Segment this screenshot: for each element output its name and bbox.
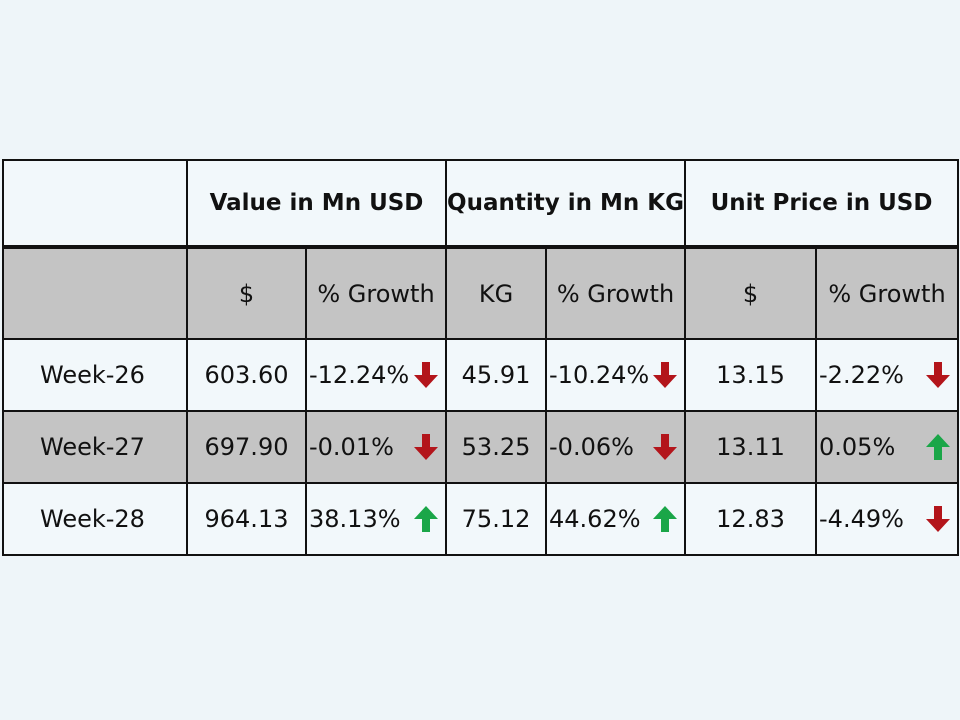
subheader-value-dollar: $ [187, 247, 306, 339]
week-label: Week-27 [3, 411, 187, 483]
unit-price-usd: 12.83 [685, 483, 816, 555]
value-usd: 603.60 [187, 339, 306, 411]
growth-value: -12.24% [309, 361, 409, 389]
table-row: Week-28 964.13 38.13% 75.12 44.62% 12.83 -4.49… [3, 483, 958, 555]
weekly-report-table: Value in Mn USD Quantity in Mn KG Unit P… [2, 159, 959, 556]
unit-price-growth-cell: -2.22% [816, 339, 958, 411]
subheader-blank [3, 247, 187, 339]
arrow-down-icon [652, 361, 678, 389]
quantity-growth-cell: 44.62% [546, 483, 685, 555]
arrow-down-icon [413, 433, 439, 461]
growth-value: -0.01% [309, 433, 394, 461]
growth-value: 0.05% [819, 433, 895, 461]
header-group-row: Value in Mn USD Quantity in Mn KG Unit P… [3, 160, 958, 247]
sub-header-row: $ % Growth KG % Growth $ % Growth [3, 247, 958, 339]
quantity-kg: 45.91 [446, 339, 546, 411]
value-usd: 964.13 [187, 483, 306, 555]
header-value-group: Value in Mn USD [187, 160, 446, 247]
unit-price-usd: 13.11 [685, 411, 816, 483]
arrow-down-icon [413, 361, 439, 389]
table-row: Week-26 603.60 -12.24% 45.91 -10.24% 13.15 -2.… [3, 339, 958, 411]
arrow-down-icon [925, 361, 951, 389]
subheader-qty-kg: KG [446, 247, 546, 339]
unit-price-growth-cell: 0.05% [816, 411, 958, 483]
arrow-up-icon [413, 505, 439, 533]
subheader-qty-growth: % Growth [546, 247, 685, 339]
quantity-kg: 75.12 [446, 483, 546, 555]
arrow-down-icon [925, 505, 951, 533]
header-quantity-group: Quantity in Mn KG [446, 160, 685, 247]
value-growth-cell: -0.01% [306, 411, 446, 483]
value-growth-cell: -12.24% [306, 339, 446, 411]
table-row: Week-27 697.90 -0.01% 53.25 -0.06% 13.11 0.05% [3, 411, 958, 483]
value-usd: 697.90 [187, 411, 306, 483]
quantity-growth-cell: -0.06% [546, 411, 685, 483]
header-corner [3, 160, 187, 247]
growth-value: -2.22% [819, 361, 904, 389]
arrow-up-icon [652, 505, 678, 533]
quantity-growth-cell: -10.24% [546, 339, 685, 411]
quantity-kg: 53.25 [446, 411, 546, 483]
subheader-value-growth: % Growth [306, 247, 446, 339]
growth-value: 44.62% [549, 505, 641, 533]
subheader-price-growth: % Growth [816, 247, 958, 339]
growth-value: -10.24% [549, 361, 649, 389]
growth-value: -0.06% [549, 433, 634, 461]
growth-value: -4.49% [819, 505, 904, 533]
subheader-price-dollar: $ [685, 247, 816, 339]
arrow-down-icon [652, 433, 678, 461]
week-label: Week-28 [3, 483, 187, 555]
unit-price-usd: 13.15 [685, 339, 816, 411]
arrow-up-icon [925, 433, 951, 461]
growth-value: 38.13% [309, 505, 401, 533]
header-unit-price-group: Unit Price in USD [685, 160, 958, 247]
value-growth-cell: 38.13% [306, 483, 446, 555]
week-label: Week-26 [3, 339, 187, 411]
unit-price-growth-cell: -4.49% [816, 483, 958, 555]
